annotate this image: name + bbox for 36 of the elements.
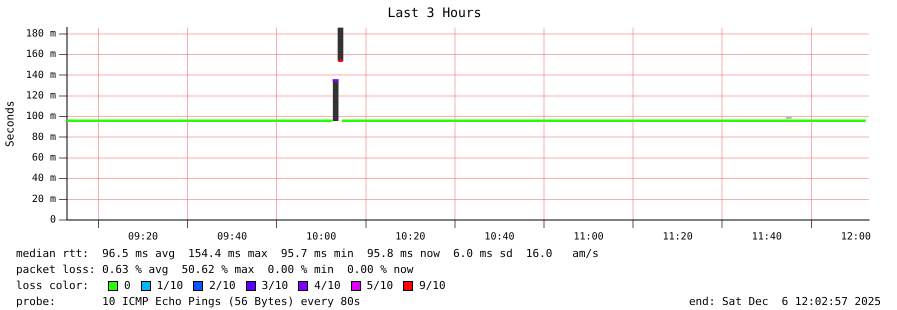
- legend-label: 0: [124, 278, 131, 294]
- x-tick-label: 10:20: [395, 232, 426, 243]
- x-tick-label: 11:20: [662, 232, 693, 243]
- bar: [332, 80, 338, 122]
- x-tick-label: 09:40: [217, 232, 248, 243]
- legend-label: 3/10: [262, 278, 288, 294]
- y-tick-label: 0: [50, 214, 56, 226]
- legend-label: 1/10: [156, 278, 184, 294]
- x-tick-label: 12:00: [840, 232, 871, 243]
- legend-label: 9/10: [419, 278, 446, 294]
- legend-label: 2/10: [209, 278, 236, 294]
- y-tick-label: 20 m: [32, 194, 56, 205]
- x-tick-label: 09:20: [128, 232, 158, 243]
- text: end: Sat Dec 6 12:02:57 2025: [688, 294, 881, 310]
- x-tick-label: 11:40: [752, 232, 782, 243]
- y-tick-label: 140 m: [26, 70, 56, 81]
- y-tick-label: 120 m: [26, 90, 56, 102]
- y-tick-label: 100 m: [26, 111, 56, 122]
- legend-label: 4/10: [314, 278, 341, 294]
- x-tick-label: 10:40: [484, 232, 515, 243]
- legend-title: loss color:: [16, 278, 90, 294]
- text: median rtt: 96.5 ms avg 154.4 ms max 95.7 ms min 95.8 ms now 6.0 ms sd 16.0 am/s: [16, 246, 600, 262]
- x-tick-label: 11:00: [574, 232, 604, 243]
- y-tick-label: 80 m: [32, 132, 56, 143]
- text: packet loss: 0.63 % avg 50.62 % max 0.00 % min 0.00 % now: [16, 262, 414, 278]
- x-tick-label: 10:00: [306, 232, 336, 243]
- y-axis-title: Seconds: [3, 100, 16, 147]
- bar: [338, 28, 344, 62]
- legend-label: 5/10: [366, 278, 394, 294]
- y-tick-label: 180 m: [26, 28, 56, 40]
- y-tick-label: 40 m: [32, 173, 56, 184]
- y-tick-label: 60 m: [32, 152, 56, 164]
- chart-title: Last 3 Hours: [388, 6, 482, 22]
- text: probe: 10 ICMP Echo Pings (56 Bytes) every 80s: [16, 294, 360, 310]
- bar: [786, 116, 792, 119]
- y-tick-label: 160 m: [26, 49, 56, 60]
